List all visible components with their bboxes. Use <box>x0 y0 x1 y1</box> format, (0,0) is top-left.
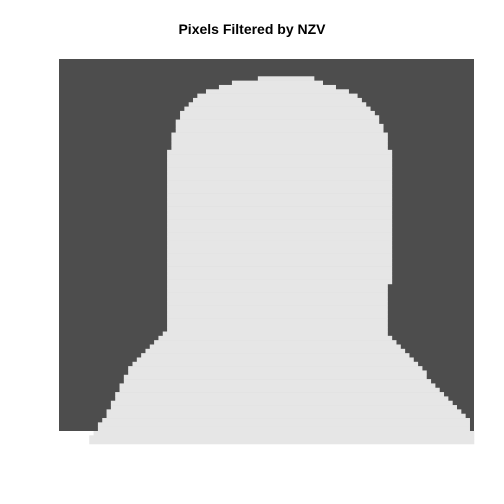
kept-pixel-row <box>128 370 427 376</box>
kept-pixel-row <box>123 379 432 384</box>
kept-pixel-row <box>167 249 393 254</box>
kept-pixel-row <box>167 180 393 185</box>
kept-pixel-row <box>128 366 423 371</box>
kept-pixel-row <box>167 158 393 164</box>
kept-pixel-row <box>93 431 475 436</box>
kept-pixel-row <box>123 374 427 380</box>
kept-pixel-row <box>167 227 393 233</box>
kept-pixel-row <box>167 322 388 328</box>
kept-pixel-row <box>167 301 388 306</box>
kept-pixel-row <box>162 331 388 337</box>
chart-title: Pixels Filtered by NZV <box>178 21 326 37</box>
kept-pixel-row <box>167 305 388 311</box>
kept-pixel-row <box>115 396 449 402</box>
kept-pixel-row <box>167 188 393 194</box>
kept-pixel-row <box>167 279 393 285</box>
kept-pixel-row <box>119 383 436 389</box>
kept-pixel-row <box>167 236 393 241</box>
kept-pixel-row <box>218 84 336 90</box>
kept-pixel-row <box>171 145 388 151</box>
kept-pixel-row <box>171 136 388 142</box>
kept-pixel-row <box>106 413 466 419</box>
kept-pixel-row <box>197 93 358 99</box>
kept-pixel-row <box>167 318 388 324</box>
kept-pixel-row <box>158 335 393 341</box>
kept-pixel-row <box>145 348 406 354</box>
kept-pixel-row <box>110 405 458 410</box>
kept-pixel-row <box>167 184 393 190</box>
kept-pixel-row <box>175 123 384 129</box>
kept-pixel-row <box>167 219 393 224</box>
kept-pixel-row <box>167 162 393 168</box>
kept-pixel-row <box>167 245 393 250</box>
kept-pixel-row <box>167 253 393 259</box>
kept-pixel-row <box>180 115 380 120</box>
kept-pixel-row <box>167 171 393 177</box>
kept-pixel-row <box>167 266 393 272</box>
kept-pixel-row <box>171 132 388 138</box>
kept-pixel-row <box>167 206 393 211</box>
kept-pixel-row <box>167 270 393 276</box>
kept-pixel-row <box>110 400 453 406</box>
kept-pixel-row <box>231 80 323 86</box>
kept-pixel-row <box>132 361 419 367</box>
kept-pixel-row <box>167 275 393 280</box>
kept-pixel-row <box>167 232 393 237</box>
kept-pixel-row <box>167 210 393 216</box>
kept-pixel-row <box>167 175 393 181</box>
kept-pixel-row <box>167 193 393 198</box>
kept-pixel-row <box>167 223 393 228</box>
kept-pixel-row <box>89 439 475 445</box>
kept-pixel-row <box>149 344 401 350</box>
kept-pixel-row <box>106 409 462 414</box>
kept-pixel-row <box>102 418 470 423</box>
kept-pixel-row <box>175 119 380 125</box>
kept-pixel-row <box>119 387 440 393</box>
kept-pixel-row <box>97 422 470 427</box>
kept-pixel-row <box>115 392 445 397</box>
kept-pixel-row <box>171 141 388 146</box>
kept-pixel-row <box>167 288 388 293</box>
kept-pixel-row <box>136 357 414 363</box>
kept-pixel-row <box>205 89 349 94</box>
kept-pixels-layer <box>89 76 475 445</box>
kept-pixel-row <box>193 97 362 103</box>
kept-pixel-row <box>184 106 371 112</box>
kept-pixel-row <box>167 257 393 263</box>
kept-pixel-row <box>141 353 410 358</box>
kept-pixel-row <box>167 240 393 246</box>
kept-pixel-row <box>167 309 388 315</box>
kept-pixel-row <box>167 197 393 203</box>
kept-pixel-row <box>167 314 388 319</box>
kept-pixel-row <box>167 283 388 289</box>
kept-pixel-row <box>167 154 393 159</box>
kept-pixel-row <box>167 201 393 207</box>
kept-pixel-row <box>154 340 397 345</box>
kept-pixel-row <box>180 110 375 116</box>
kept-pixel-row <box>167 214 393 220</box>
kept-pixel-row <box>167 292 388 298</box>
kept-pixel-row <box>167 296 388 302</box>
kept-pixel-row <box>175 128 384 133</box>
kept-pixel-row <box>97 426 470 432</box>
kept-pixel-row <box>257 76 315 81</box>
kept-pixel-row <box>167 167 393 172</box>
kept-pixel-row <box>167 149 393 155</box>
kept-pixel-row <box>188 102 367 107</box>
kept-pixel-row <box>89 435 475 440</box>
kept-pixel-row <box>167 262 393 267</box>
kept-pixel-row <box>167 327 388 332</box>
